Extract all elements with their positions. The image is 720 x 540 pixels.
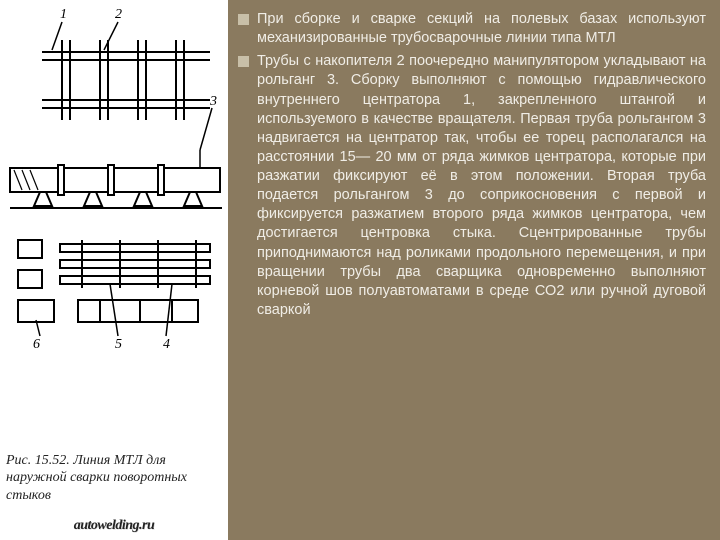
watermark: autowelding.ru [74, 518, 155, 534]
bullet-text-1: При сборке и сварке секций на полевых ба… [257, 10, 706, 48]
bullet-text-2: Трубы с накопителя 2 поочередно манипуля… [257, 52, 706, 320]
diagram-label-3: 3 [209, 94, 217, 109]
bullet-item: Трубы с накопителя 2 поочередно манипуля… [238, 52, 706, 320]
diagram-label-2: 2 [115, 7, 122, 22]
figure-caption: Рис. 15.52. Линия МТЛ для наружной сварк… [6, 452, 222, 505]
bullet-icon [238, 14, 249, 25]
bullet-icon [238, 56, 249, 67]
diagram-label-5: 5 [115, 337, 122, 352]
diagram-label-4: 4 [163, 337, 170, 352]
diagram-svg: 1 2 3 4 5 6 [0, 0, 228, 440]
technical-diagram: 1 2 3 4 5 6 [0, 0, 228, 440]
diagram-label-1: 1 [60, 7, 67, 22]
text-panel: При сборке и сварке секций на полевых ба… [228, 0, 720, 540]
diagram-label-6: 6 [33, 337, 40, 352]
bullet-item: При сборке и сварке секций на полевых ба… [238, 10, 706, 48]
page-container: 1 2 3 4 5 6 Рис. 15.52. Линия МТЛ для на… [0, 0, 720, 540]
figure-panel: 1 2 3 4 5 6 Рис. 15.52. Линия МТЛ для на… [0, 0, 228, 540]
